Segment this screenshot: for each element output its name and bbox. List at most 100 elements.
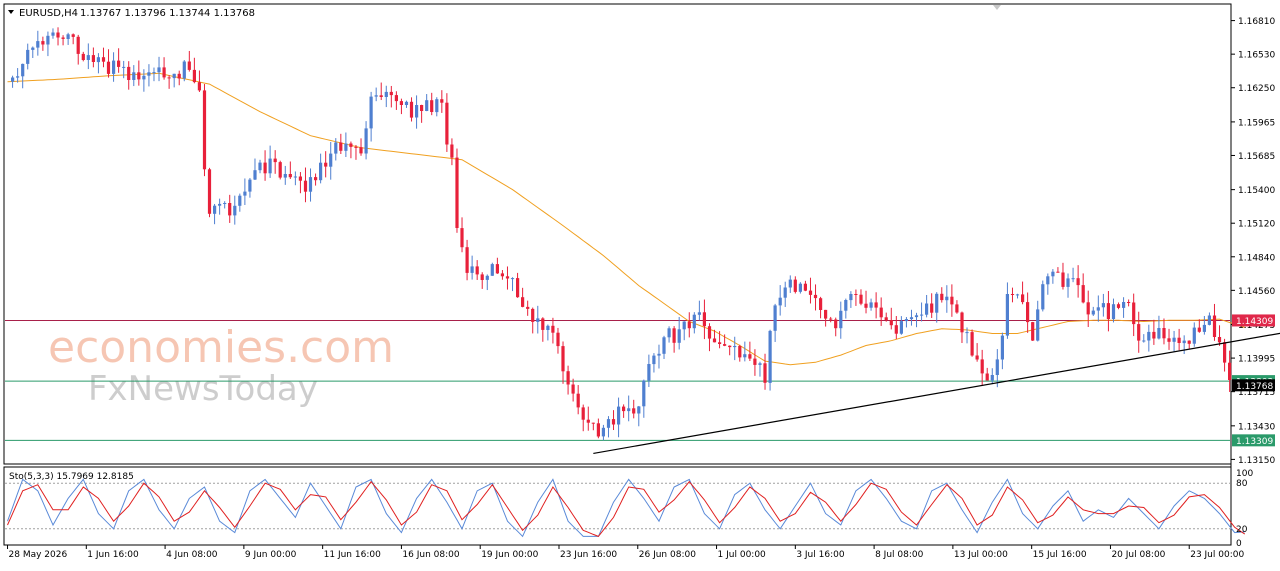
candle-body xyxy=(576,393,580,408)
candle-body xyxy=(106,61,111,74)
candle-body xyxy=(308,177,313,192)
candle-body xyxy=(1167,338,1171,342)
candle-body xyxy=(1076,278,1080,286)
candle-body xyxy=(955,304,959,313)
candle-body xyxy=(556,332,560,347)
candle-body xyxy=(293,176,297,178)
candle-body xyxy=(546,325,550,330)
chart-shift-marker-icon[interactable] xyxy=(993,5,1001,10)
candle-body xyxy=(773,305,777,331)
candle-body xyxy=(536,318,540,322)
candle-body xyxy=(1086,302,1090,315)
candle-body xyxy=(142,75,146,80)
candle-body xyxy=(763,363,767,383)
candle-body xyxy=(319,162,323,181)
candle-body xyxy=(485,275,489,280)
trendline[interactable] xyxy=(593,306,1280,454)
candle-body xyxy=(1127,302,1131,303)
candle-body xyxy=(1207,315,1211,325)
candle-body xyxy=(1041,284,1045,310)
candle-body xyxy=(596,423,600,437)
candle-body xyxy=(980,359,984,374)
candle-body xyxy=(561,346,565,372)
time-tick-label: 26 Jun 08:00 xyxy=(639,550,696,560)
candle-body xyxy=(127,66,131,80)
candle-body xyxy=(793,279,797,292)
candle-body xyxy=(344,143,348,151)
stochastic-label: Sto(5,3,3) 15.7969 12.8185 xyxy=(9,472,134,482)
candle-body xyxy=(940,293,944,301)
candle-body xyxy=(66,34,70,39)
candle-body xyxy=(1212,315,1217,337)
price-tick-label: 1.15120 xyxy=(1238,220,1275,230)
price-tick-label: 1.13995 xyxy=(1238,355,1275,365)
candle-body xyxy=(177,73,181,79)
candle-body xyxy=(854,294,858,295)
candle-body xyxy=(263,162,267,174)
trendline-group[interactable] xyxy=(593,306,1280,454)
candle-body xyxy=(460,228,464,248)
collapse-triangle-icon[interactable] xyxy=(8,10,14,14)
candlestick-series xyxy=(11,27,1237,441)
candle-body xyxy=(1217,337,1222,343)
candle-body xyxy=(86,55,90,60)
candle-body xyxy=(415,105,419,118)
candle-body xyxy=(101,57,106,62)
candle-body xyxy=(238,195,242,206)
candle-body xyxy=(566,371,570,385)
watermark-subtitle: FxNewsToday xyxy=(88,369,318,409)
candle-body xyxy=(81,53,85,60)
candle-body xyxy=(899,321,903,334)
candle-body xyxy=(288,174,292,178)
candle-body xyxy=(192,69,196,83)
candle-body xyxy=(21,63,25,77)
candle-body xyxy=(813,294,818,299)
level-label-text-support-2: 1.13309 xyxy=(1236,437,1273,447)
candle-body xyxy=(1111,304,1116,319)
candle-body xyxy=(197,82,201,91)
candle-body xyxy=(985,373,989,381)
candle-body xyxy=(829,318,833,320)
candle-body xyxy=(384,91,388,97)
candle-body xyxy=(445,102,449,145)
candle-body xyxy=(490,264,494,276)
candle-body xyxy=(303,180,308,192)
candle-body xyxy=(253,170,257,180)
candle-body xyxy=(167,77,171,79)
level-label-text-resistance: 1.14309 xyxy=(1236,317,1273,327)
candle-body xyxy=(672,328,676,343)
symbol-label: EURUSD,H4 xyxy=(19,8,78,19)
candle-body xyxy=(748,354,752,359)
time-axis[interactable]: 28 May 2026 1 Jun 16:00 4 Jun 08:00 9 Jun 0… xyxy=(7,545,1245,560)
candle-body xyxy=(172,73,176,79)
candle-body xyxy=(349,143,353,147)
candle-body xyxy=(622,406,626,412)
candle-body xyxy=(1021,294,1025,303)
price-tick-label: 1.13150 xyxy=(1238,456,1275,466)
ohlc-readout: 1.13767 1.13796 1.13744 1.13768 xyxy=(80,8,255,19)
price-tick-label: 1.16530 xyxy=(1238,51,1275,61)
candle-body xyxy=(945,296,949,301)
candle-body xyxy=(61,37,65,39)
candle-body xyxy=(465,247,469,273)
candle-body xyxy=(394,95,398,102)
candle-body xyxy=(1015,294,1020,296)
candle-body xyxy=(930,303,934,313)
candle-body xyxy=(455,157,459,228)
candle-body xyxy=(430,100,434,112)
candle-body xyxy=(213,205,217,214)
time-tick-label: 9 Jun 00:00 xyxy=(245,550,297,560)
candle-body xyxy=(859,294,863,304)
candle-body xyxy=(425,100,429,111)
candle-body xyxy=(551,325,555,333)
stochastic-main-line xyxy=(7,478,1245,538)
candle-body xyxy=(687,321,691,329)
time-tick-label: 13 Jul 00:00 xyxy=(954,550,1008,560)
candle-body xyxy=(1000,335,1004,360)
candle-body xyxy=(874,302,878,308)
horizontal-levels[interactable] xyxy=(5,319,1230,441)
main-chart-frame xyxy=(3,3,1232,465)
price-axis[interactable]: 1.16810 1.16530 1.16250 1.15965 1.15685 1.154… xyxy=(1231,17,1275,466)
candle-body xyxy=(470,266,474,273)
